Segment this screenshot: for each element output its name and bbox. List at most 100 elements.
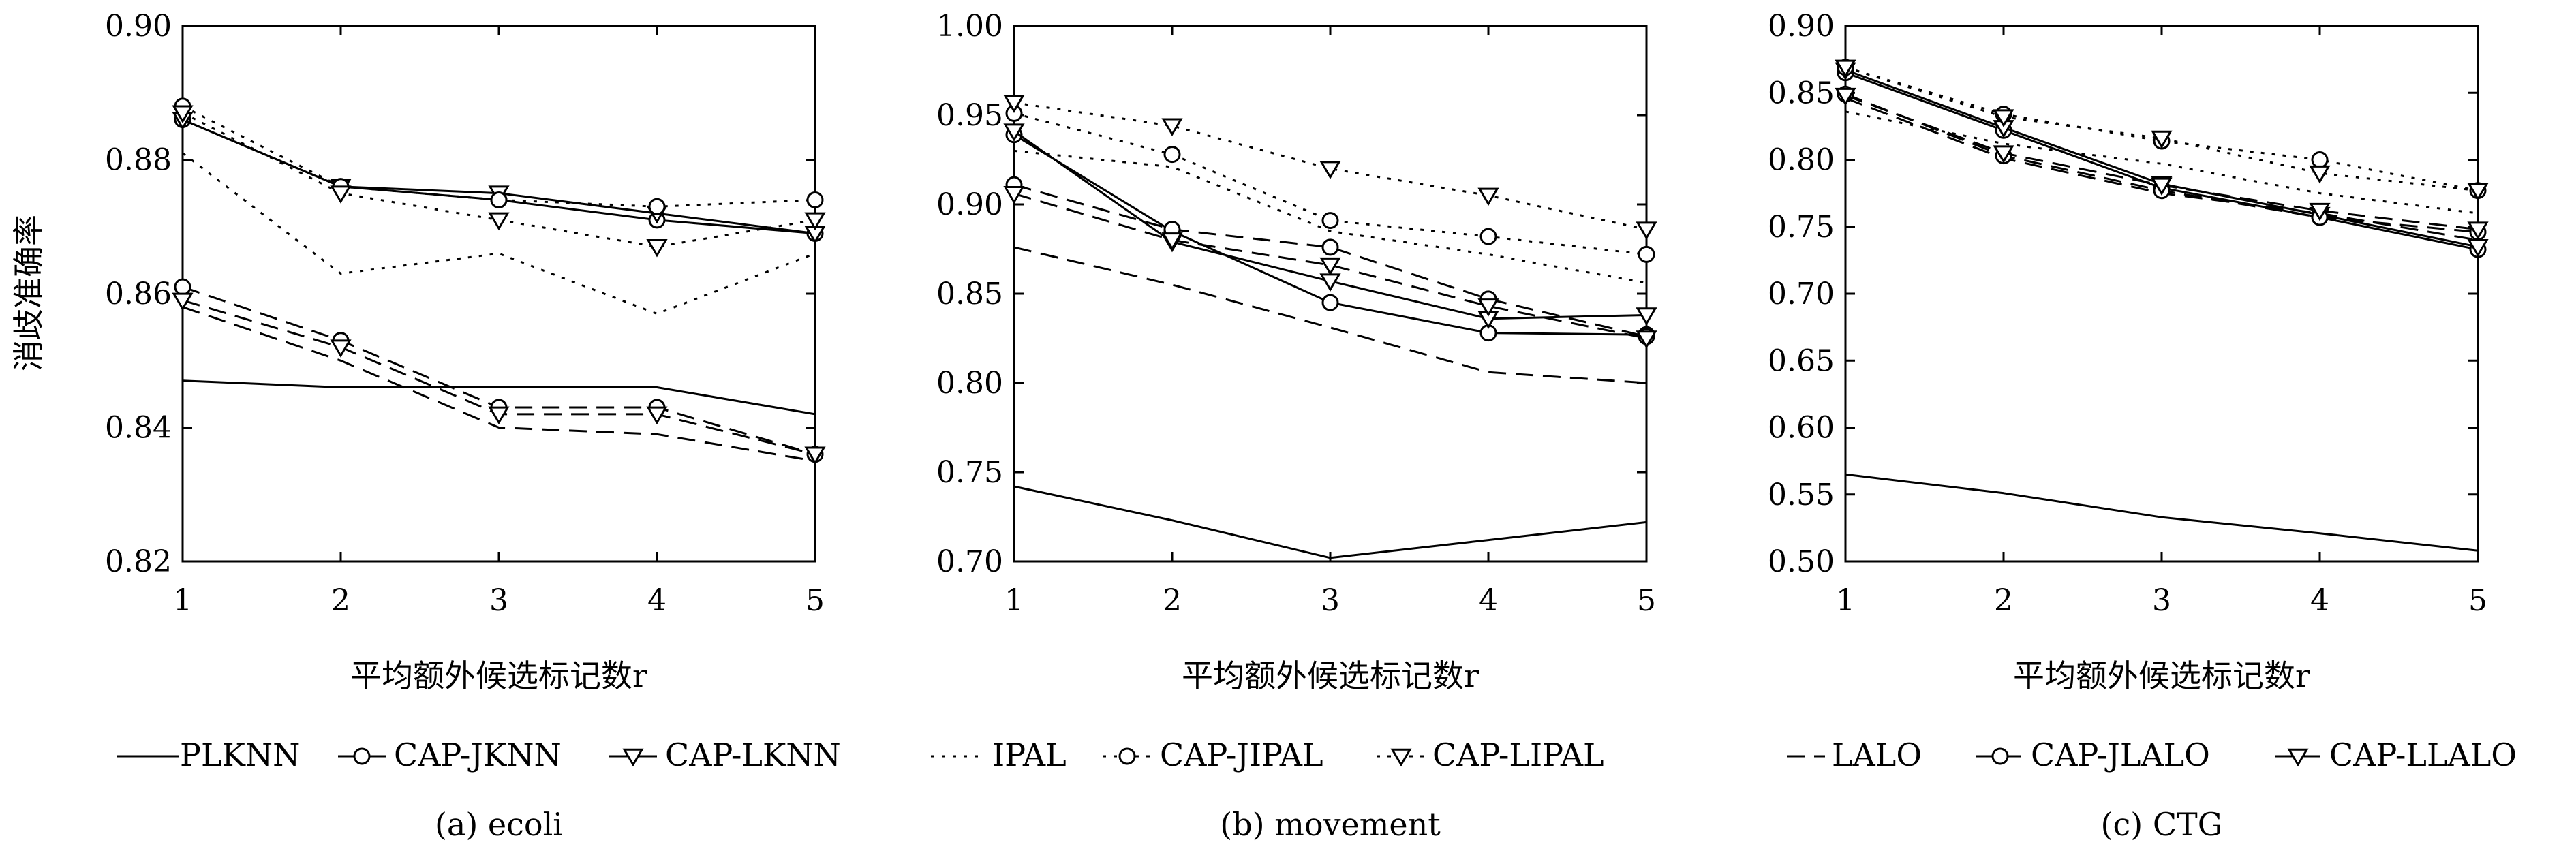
series-line-cap-jlalo <box>1013 183 1647 338</box>
data-point-cap-lipal <box>804 212 826 231</box>
legend-group-knn: PLKNN CAP-JKNN CAP-LKNN <box>117 736 841 773</box>
data-point-cap-llalo <box>1319 257 1341 276</box>
legend-item-ipal: IPAL <box>931 736 1067 773</box>
series-group <box>1835 59 2489 552</box>
y-tick-label: 0.75 <box>1768 210 1835 245</box>
legend-line-sample <box>1377 748 1426 767</box>
data-point-cap-jipal <box>1321 212 1339 230</box>
data-point-cap-llalo <box>1636 330 1657 349</box>
data-point-cap-lknn <box>1636 307 1657 326</box>
data-point-cap-jipal <box>1479 228 1497 245</box>
legend-line-sample <box>338 747 386 765</box>
x-tick-label: 4 <box>647 583 666 618</box>
data-point-cap-lipal <box>2309 165 2331 184</box>
legend-item-lalo: LALO <box>1787 736 1922 773</box>
legend-label: CAP-JIPAL <box>1160 736 1323 773</box>
y-tick-label: 0.65 <box>1768 343 1835 378</box>
series-line-cap-lipal <box>1845 66 2479 192</box>
data-point-cap-llalo <box>172 292 194 311</box>
legend-line-sample <box>609 748 657 767</box>
series-line-lalo <box>182 306 816 463</box>
x-tick-label: 3 <box>489 583 508 618</box>
legend-label: CAP-JKNN <box>394 736 562 773</box>
chart-caption: (b) movement <box>1220 806 1441 843</box>
legend-label: CAP-LKNN <box>665 736 841 773</box>
y-tick-label: 0.90 <box>936 187 1003 222</box>
legend-marker <box>353 747 371 765</box>
chart-caption: (a) ecoli <box>435 806 563 843</box>
y-tick-label: 0.85 <box>936 277 1003 311</box>
y-axis-label: 消歧准确率 <box>10 215 47 371</box>
x-tick-label: 5 <box>806 583 825 618</box>
x-axis-label: 平均额外候选标记数r <box>350 657 647 694</box>
y-tick-label: 0.84 <box>105 411 172 446</box>
legend-marker <box>1991 747 2009 765</box>
y-tick-label: 0.90 <box>105 9 172 44</box>
panel-ctg: 0.50 0.55 0.60 0.65 0.70 0.75 0.80 0.85 0.90 1 2 3 4… <box>1768 9 2489 843</box>
y-tick-label: 0.50 <box>1768 544 1835 579</box>
legend-item-plknn: PLKNN <box>117 736 300 773</box>
series-line-plknn <box>1845 473 2479 552</box>
y-tick-label: 0.82 <box>105 544 172 579</box>
legend-group-ipal: IPAL CAP-JIPAL CAP-LIPAL <box>931 736 1604 773</box>
x-tick-label: 4 <box>1479 583 1498 618</box>
panel-ecoli: 0.82 0.84 0.86 0.88 0.90 1 2 3 4 5 平均额外候选标记数r (a)… <box>105 9 826 843</box>
legend-marker <box>2287 748 2309 767</box>
data-point-cap-lipal <box>1003 95 1025 113</box>
x-tick-label: 2 <box>331 583 350 618</box>
series-line-ipal <box>182 152 816 315</box>
series-line-cap-llalo <box>1013 192 1647 339</box>
legend-item-cap-jipal: CAP-JIPAL <box>1103 736 1323 773</box>
series-plknn <box>1845 473 2479 552</box>
data-point-cap-lipal <box>1161 118 1183 137</box>
legend-line-sample <box>2275 748 2321 767</box>
x-tick-label: 3 <box>2152 583 2171 618</box>
y-tick-label: 0.88 <box>105 143 172 178</box>
y-tick-label: 0.95 <box>936 98 1003 133</box>
data-point-cap-llalo <box>330 339 352 358</box>
series-line-ipal <box>1013 149 1647 284</box>
series-ipal <box>182 152 816 315</box>
axis-ticks: 0.70 0.75 0.80 0.85 0.90 0.95 1.00 1 2 3 4 5 <box>936 9 1656 618</box>
legend-label: PLKNN <box>180 736 300 773</box>
series-ipal <box>1013 149 1647 284</box>
series-cap-llalo <box>1835 87 2489 240</box>
legend-marker <box>1118 747 1136 765</box>
x-tick-label: 2 <box>1163 583 1182 618</box>
series-cap-lipal <box>1003 95 1657 240</box>
chart-caption: (c) CTG <box>2101 806 2223 843</box>
data-point-cap-llalo <box>2467 221 2489 240</box>
legend-line-sample <box>1103 747 1152 765</box>
data-point-cap-lipal <box>2467 183 2489 202</box>
data-point-cap-lipal <box>488 212 510 231</box>
legend-item-cap-llalo: CAP-LLALO <box>2275 736 2517 773</box>
data-point-cap-jipal <box>490 191 508 208</box>
data-point-cap-lipal <box>646 238 668 258</box>
y-tick-label: 0.80 <box>1768 143 1835 178</box>
series-group <box>172 97 826 465</box>
x-tick-label: 5 <box>1637 583 1656 618</box>
data-point-cap-lipal <box>1319 161 1341 179</box>
data-point-cap-llalo <box>804 446 826 465</box>
legend-item-cap-jknn: CAP-JKNN <box>338 736 562 773</box>
x-axis-label: 平均额外候选标记数r <box>2013 657 2310 694</box>
legend-item-cap-jlalo: CAP-JLALO <box>1976 736 2210 773</box>
legend-group-lalo: LALO CAP-JLALO CAP-LLALO <box>1787 736 2517 773</box>
data-point-cap-lipal <box>2151 130 2173 149</box>
x-axis-label: 平均额外候选标记数r <box>1182 657 1479 694</box>
data-point-cap-lipal <box>172 105 194 124</box>
axis-ticks: 0.50 0.55 0.60 0.65 0.70 0.75 0.80 0.85 0.90 1 2 3 4… <box>1768 9 2487 618</box>
series-plknn <box>182 379 816 416</box>
data-point-cap-llalo <box>1161 232 1183 251</box>
series-lalo <box>182 306 816 463</box>
x-tick-label: 5 <box>2468 583 2487 618</box>
data-point-cap-jipal <box>806 191 824 208</box>
x-tick-label: 1 <box>173 583 192 618</box>
legend-marker <box>1390 748 1412 767</box>
y-tick-label: 1.00 <box>936 9 1003 44</box>
data-point-cap-llalo <box>1835 87 1856 106</box>
data-point-cap-jipal <box>2311 151 2329 168</box>
series-cap-lipal <box>172 105 826 258</box>
y-tick-label: 0.70 <box>1768 277 1835 311</box>
